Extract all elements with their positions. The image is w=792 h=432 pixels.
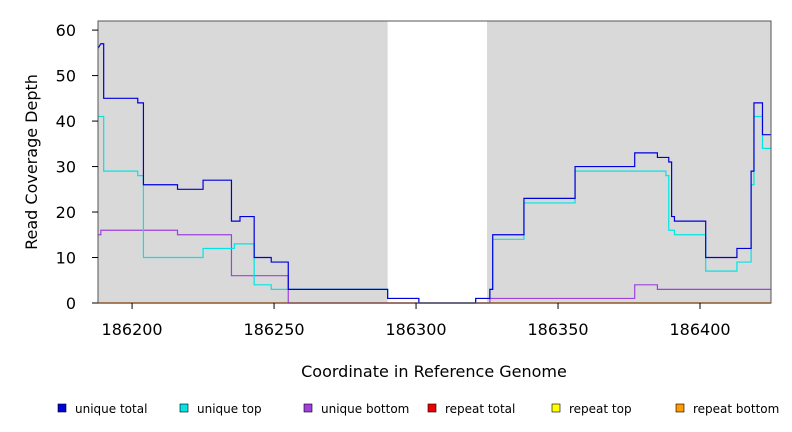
legend-label: unique total bbox=[75, 402, 147, 416]
y-tick-label: 0 bbox=[66, 294, 76, 313]
legend-item-unique-bottom: unique bottom bbox=[303, 402, 409, 416]
y-tick-label: 60 bbox=[56, 21, 76, 40]
legend-swatch bbox=[179, 403, 189, 413]
legend-swatch bbox=[551, 403, 561, 413]
legend-label: unique top bbox=[197, 402, 262, 416]
x-tick-label: 186200 bbox=[102, 320, 163, 339]
legend: unique total unique top unique bottom repea… bbox=[57, 402, 779, 416]
legend-item-repeat-total: repeat total bbox=[427, 402, 515, 416]
x-axis: 186200 186250 186300 186350 186400 bbox=[102, 303, 731, 339]
x-axis-title: Coordinate in Reference Genome bbox=[301, 362, 567, 381]
legend-swatch bbox=[675, 403, 685, 413]
legend-label: unique bottom bbox=[321, 402, 409, 416]
shaded-region-0 bbox=[98, 21, 388, 303]
plot-frame bbox=[97, 20, 772, 304]
y-tick-label: 30 bbox=[56, 158, 76, 177]
y-axis: 0 10 20 30 40 50 60 bbox=[56, 21, 98, 313]
legend-label: repeat total bbox=[445, 402, 515, 416]
x-tick-label: 186300 bbox=[386, 320, 447, 339]
x-tick-label: 186350 bbox=[527, 320, 588, 339]
shaded-region-1 bbox=[487, 21, 771, 303]
legend-swatch bbox=[303, 403, 313, 413]
legend-item-repeat-bottom: repeat bottom bbox=[675, 402, 779, 416]
y-tick-label: 20 bbox=[56, 203, 76, 222]
legend-label: repeat bottom bbox=[693, 402, 779, 416]
y-tick-label: 50 bbox=[56, 67, 76, 86]
legend-label: repeat top bbox=[569, 402, 632, 416]
x-tick-label: 186400 bbox=[669, 320, 730, 339]
legend-item-repeat-top: repeat top bbox=[551, 402, 632, 416]
x-tick-label: 186250 bbox=[244, 320, 305, 339]
y-tick-label: 10 bbox=[56, 249, 76, 268]
legend-item-unique-total: unique total bbox=[57, 402, 147, 416]
y-tick-label: 40 bbox=[56, 112, 76, 131]
legend-swatch bbox=[57, 403, 67, 413]
legend-item-unique-top: unique top bbox=[179, 402, 262, 416]
legend-swatch bbox=[427, 403, 437, 413]
y-axis-title: Read Coverage Depth bbox=[22, 74, 41, 250]
shaded-regions bbox=[98, 21, 771, 303]
series-line-unique-total bbox=[97, 43, 771, 304]
